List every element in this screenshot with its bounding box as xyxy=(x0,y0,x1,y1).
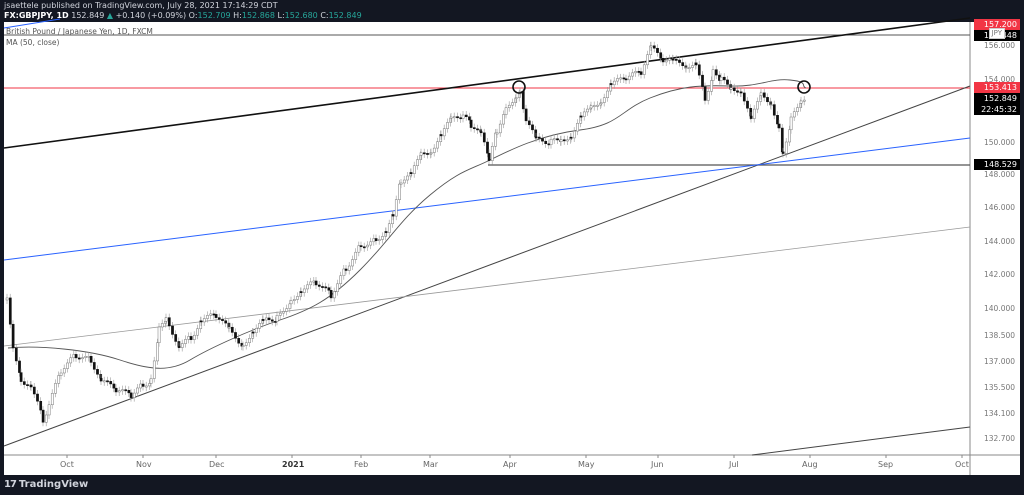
chart-legend: British Pound / Japanese Yen, 1D, FXCM M… xyxy=(6,26,153,48)
price-tick: 144.000 xyxy=(984,237,1016,246)
last-price-label: 152.849 xyxy=(974,93,1020,104)
ma-50-line xyxy=(7,79,807,369)
time-label: Oct xyxy=(60,460,74,469)
publisher-line: jsaettele published on TradingView.com, … xyxy=(4,1,278,10)
tradingview-logo[interactable]: 17 TradingView xyxy=(4,479,88,490)
up-arrow-icon: ▲ xyxy=(106,11,114,20)
ohlc-line: FX:GBPJPY, 1D 152.849 ▲ +0.140 (+0.09%) … xyxy=(4,11,362,20)
blue-trendline xyxy=(3,137,971,261)
candles xyxy=(5,41,806,427)
ma-legend[interactable]: MA (50, close) xyxy=(6,38,60,47)
circle-marker-april xyxy=(512,80,526,94)
price-tick: 132.700 xyxy=(984,434,1016,443)
price-tick: 150.000 xyxy=(984,138,1016,147)
time-label: Apr xyxy=(503,460,517,469)
resistance-price-label: 153.413 xyxy=(974,82,1020,93)
open-value: 152.709 xyxy=(197,11,231,20)
price-tick: 135.500 xyxy=(984,383,1016,392)
close-value: 152.849 xyxy=(328,11,362,20)
price-tick: 142.000 xyxy=(984,270,1016,279)
brand-name: TradingView xyxy=(18,479,89,490)
symbol: FX:GBPJPY, 1D xyxy=(4,11,69,20)
low-value: 152.680 xyxy=(284,11,318,20)
time-label: Nov xyxy=(136,460,152,469)
time-label: Dec xyxy=(209,460,225,469)
price-tick: 146.000 xyxy=(984,203,1016,212)
currency-label[interactable]: JPY xyxy=(988,28,1005,39)
time-label: Jun xyxy=(651,460,664,469)
circle-marker-july xyxy=(797,80,811,94)
tv-logo-icon: 17 xyxy=(4,479,17,490)
price-tick: 154.000 xyxy=(984,75,1016,84)
footer xyxy=(0,475,1024,495)
countdown-label: 22:45:32 xyxy=(974,104,1020,115)
chart-header: jsaettele published on TradingView.com, … xyxy=(0,0,1024,22)
price-tick: 134.100 xyxy=(984,409,1016,418)
series-legend[interactable]: British Pound / Japanese Yen, 1D, FXCM xyxy=(6,27,153,36)
price-tick: 140.000 xyxy=(984,304,1016,313)
time-label: Mar xyxy=(423,460,439,469)
price-tick: 148.000 xyxy=(984,170,1016,179)
time-label: Sep xyxy=(878,460,894,469)
price-tick: 137.000 xyxy=(984,357,1016,366)
last-price: 152.849 xyxy=(71,11,105,20)
lower-trendline xyxy=(751,426,971,456)
high-value: 152.868 xyxy=(241,11,275,20)
rising-support-line xyxy=(3,85,971,447)
low-label: L: xyxy=(277,11,285,20)
support-price-label: 148.529 xyxy=(974,159,1020,170)
time-label: Feb xyxy=(354,460,369,469)
time-label: 2021 xyxy=(282,460,305,469)
time-label: Oct xyxy=(955,460,969,469)
grey-trendline xyxy=(3,226,971,347)
upper-channel-line xyxy=(3,17,971,149)
high-label: H: xyxy=(233,11,242,20)
open-label: O: xyxy=(188,11,198,20)
time-label: May xyxy=(578,460,595,469)
top-red-price-label: 157.200 xyxy=(974,19,1020,30)
time-label: Jul xyxy=(729,460,739,469)
close-label: C: xyxy=(320,11,329,20)
price-tick: 138.500 xyxy=(984,331,1016,340)
price-tick: 156.000 xyxy=(984,41,1016,50)
chart-area[interactable] xyxy=(4,22,1020,475)
change: +0.140 (+0.09%) xyxy=(115,11,187,20)
time-label: Aug xyxy=(802,460,818,469)
